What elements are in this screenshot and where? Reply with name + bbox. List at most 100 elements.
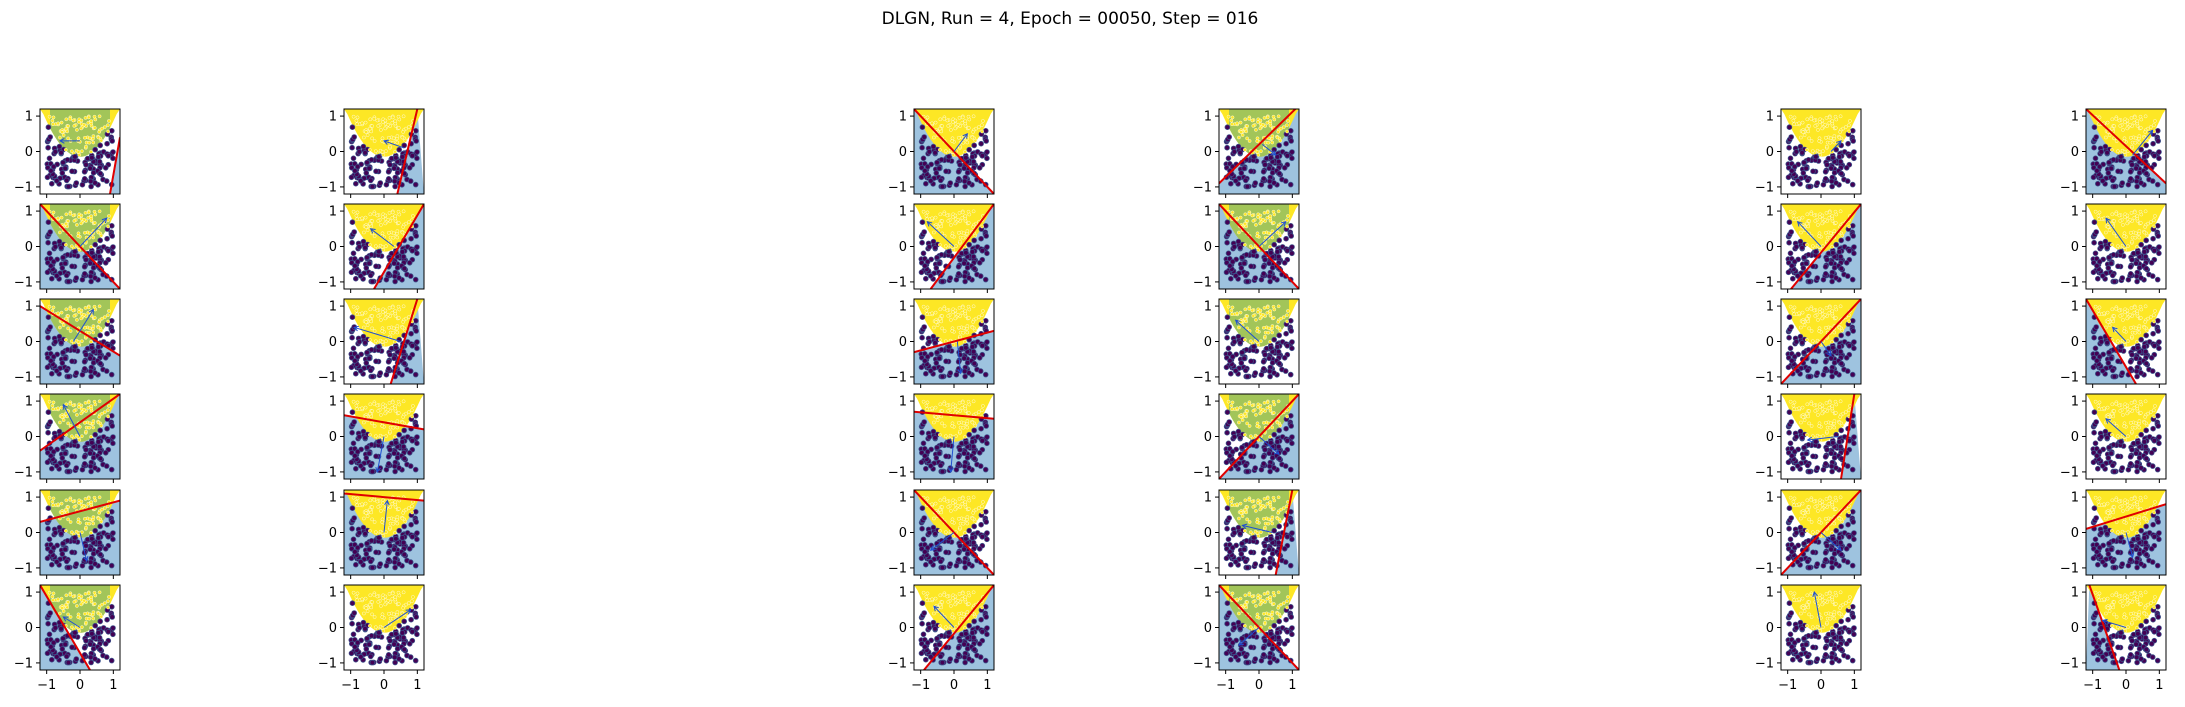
class-b-point <box>2106 349 2112 356</box>
class-a-point <box>1254 413 1258 417</box>
class-b-point <box>953 466 960 473</box>
normal-arrow-head <box>2105 217 2111 224</box>
y-tick-label: 1 <box>1766 300 1774 315</box>
class-a-point <box>2135 214 2140 218</box>
decision-boundary <box>914 329 994 354</box>
class-a-point <box>1811 244 1815 248</box>
class-a-point <box>106 313 110 318</box>
class-a-point <box>973 423 978 428</box>
class-b-point <box>2093 324 2100 330</box>
class-b-point <box>73 465 80 471</box>
class-a-point <box>384 149 388 153</box>
class-a-point <box>76 234 80 238</box>
class-b-point <box>1851 149 1857 155</box>
class-a-point <box>383 118 388 123</box>
class-a-point <box>953 308 958 313</box>
class-a-point <box>2129 211 2134 215</box>
class-a-point <box>924 403 929 408</box>
y-tick-label: 1 <box>25 205 33 220</box>
class-b-point <box>385 358 392 365</box>
class-b-point <box>360 428 367 435</box>
class-b-point <box>2092 250 2099 257</box>
y-tick-label: −1 <box>14 370 33 385</box>
class-b-point <box>64 252 71 258</box>
class-b-point <box>1276 360 1283 367</box>
class-a-point <box>2153 214 2157 218</box>
class-b-point <box>1281 165 1288 171</box>
class-a-point <box>400 230 405 235</box>
class-a-point <box>1270 229 1275 233</box>
class-a-point <box>1832 229 1837 233</box>
class-b-point <box>1789 168 1795 174</box>
class-b-point <box>46 345 53 352</box>
class-a-point <box>2121 128 2125 132</box>
class-b-point <box>2100 368 2106 374</box>
class-b-point <box>1851 244 1857 250</box>
class-b-point <box>934 159 940 166</box>
class-b-point <box>412 276 419 283</box>
class-b-point <box>1266 355 1272 362</box>
class-a-point <box>2133 231 2138 236</box>
class-b-point <box>58 150 64 156</box>
class-a-point <box>77 248 82 252</box>
class-a-point <box>93 117 98 122</box>
class-a-point <box>93 307 98 312</box>
class-a-point <box>2097 115 2102 120</box>
class-b-point <box>2143 332 2150 339</box>
class-a-point <box>1820 126 1824 131</box>
class-a-point <box>68 306 72 311</box>
class-a-point <box>2122 139 2126 143</box>
class-b-point <box>414 339 420 345</box>
class-b-point <box>1797 333 1804 340</box>
class-a-point <box>2114 211 2118 216</box>
class-b-point <box>1235 333 1242 340</box>
class-a-point <box>960 400 965 405</box>
class-a-point <box>1824 116 1829 120</box>
class-a-point <box>958 144 962 149</box>
class-b-point <box>1289 434 1295 440</box>
class-b-point <box>1228 275 1234 282</box>
class-a-point <box>1830 244 1834 249</box>
class-a-point <box>365 133 370 137</box>
class-b-point <box>81 365 88 372</box>
class-b-point <box>966 146 972 153</box>
class-a-point <box>971 114 976 119</box>
class-b-point <box>1791 164 1798 170</box>
class-a-point <box>925 115 930 120</box>
class-b-point <box>360 238 367 245</box>
class-b-point <box>1274 439 1281 445</box>
class-a-point <box>958 239 962 244</box>
class-a-point <box>373 149 378 153</box>
class-a-point <box>86 400 91 405</box>
class-a-point <box>1816 223 1820 227</box>
class-a-point <box>89 244 93 249</box>
class-a-point <box>396 316 401 320</box>
class-b-point <box>1283 140 1289 147</box>
class-b-point <box>1241 355 1247 362</box>
class-b-point <box>79 276 86 283</box>
class-a-point <box>946 409 951 413</box>
y-tick-label: −1 <box>318 275 337 290</box>
class-b-point <box>1226 229 1232 235</box>
class-b-point <box>2095 370 2101 377</box>
class-a-point <box>1258 118 1263 123</box>
class-a-point <box>1265 305 1270 310</box>
class-b-point <box>970 443 977 450</box>
class-b-point <box>955 358 962 365</box>
class-a-point <box>383 308 388 313</box>
class-a-point <box>1243 337 1247 342</box>
class-b-point <box>2098 149 2105 155</box>
class-a-point <box>965 425 970 430</box>
class-b-point <box>1800 265 1807 271</box>
class-b-point <box>955 453 962 460</box>
class-a-point <box>68 401 72 406</box>
class-b-point <box>59 455 66 461</box>
class-b-point <box>1235 428 1242 435</box>
class-a-point <box>401 304 406 309</box>
y-tick-label: −1 <box>318 370 337 385</box>
subplot-panel: −101 <box>1755 298 1862 388</box>
class-a-point <box>942 329 947 333</box>
class-b-point <box>53 463 60 469</box>
class-b-point <box>72 343 78 350</box>
class-b-point <box>2096 164 2103 170</box>
